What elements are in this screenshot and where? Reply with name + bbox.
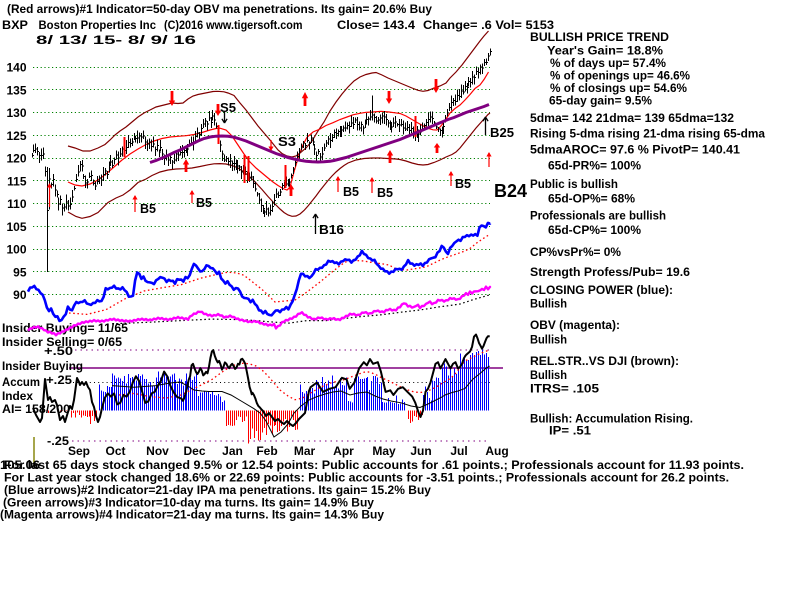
svg-text:AI= 158/200: AI= 158/200 bbox=[2, 402, 70, 416]
svg-text:(Magenta arrows)#4 Indicator=2: (Magenta arrows)#4 Indicator=21-day ma t… bbox=[0, 508, 384, 522]
svg-text:BXP: BXP bbox=[2, 18, 28, 32]
svg-text:Bullish: Bullish bbox=[530, 333, 567, 347]
svg-text:Insider Buying= 11/65: Insider Buying= 11/65 bbox=[2, 321, 128, 335]
svg-text:% of days up= 57.4%: % of days up= 57.4% bbox=[550, 56, 666, 70]
svg-text:B25: B25 bbox=[490, 125, 514, 140]
svg-text:S5: S5 bbox=[220, 100, 236, 115]
svg-text:CLOSING POWER (blue):: CLOSING POWER (blue): bbox=[530, 283, 673, 297]
svg-text:CP%vsPr%= 0%: CP%vsPr%= 0% bbox=[530, 245, 621, 259]
svg-text:(Green arrows)#3 Indicator=10-: (Green arrows)#3 Indicator=10-day ma tur… bbox=[3, 496, 374, 510]
svg-text:B5: B5 bbox=[140, 201, 156, 216]
svg-text:90: 90 bbox=[13, 288, 27, 302]
svg-text:B5: B5 bbox=[377, 185, 393, 200]
svg-text:B5: B5 bbox=[455, 176, 471, 191]
svg-text:140: 140 bbox=[6, 61, 26, 75]
svg-text:(Red arrows)#1 Indicator=50-da: (Red arrows)#1 Indicator=50-day OBV ma p… bbox=[7, 2, 432, 16]
svg-text:% of openings up= 46.6%: % of openings up= 46.6% bbox=[550, 69, 690, 83]
svg-text:5dma= 142 21dma= 139 65dma=132: 5dma= 142 21dma= 139 65dma=132 bbox=[530, 111, 734, 125]
svg-text:% of closings up= 54.6%: % of closings up= 54.6% bbox=[550, 81, 687, 95]
svg-text:(Blue arrows)#2 Indicator=21-d: (Blue arrows)#2 Indicator=21-day IPA ma … bbox=[4, 483, 431, 497]
svg-text:Aug: Aug bbox=[485, 444, 508, 458]
svg-text:Rising 5-dma rising 21-dma r: Rising 5-dma rising 21-dma rising 65-dma bbox=[530, 127, 765, 141]
svg-text:Mar: Mar bbox=[294, 444, 316, 458]
svg-text:REL.STR..VS DJI (brown):: REL.STR..VS DJI (brown): bbox=[530, 354, 679, 368]
svg-text:May: May bbox=[372, 444, 396, 458]
svg-text:Change= .6 Vol= 5153: Change= .6 Vol= 5153 bbox=[423, 18, 554, 32]
svg-text:Index: Index bbox=[2, 389, 33, 403]
svg-text:For last 65 days stock changed: For last 65 days stock changed 9.5% or 1… bbox=[4, 458, 744, 472]
svg-text:65-day gain= 9.5%: 65-day gain= 9.5% bbox=[549, 94, 652, 108]
svg-text:Year's Gain= 18.8%: Year's Gain= 18.8% bbox=[547, 44, 663, 58]
svg-text:Jul: Jul bbox=[450, 444, 467, 458]
svg-text:Close= 143.4: Close= 143.4 bbox=[337, 18, 415, 32]
svg-text:105: 105 bbox=[6, 220, 26, 234]
svg-text:(C)2016 www.tigersoft.com: (C)2016 www.tigersoft.com bbox=[164, 18, 303, 32]
svg-text:Jan: Jan bbox=[222, 444, 243, 458]
svg-text:IP= .51: IP= .51 bbox=[549, 424, 591, 438]
svg-text:Public is bullish: Public is bullish bbox=[530, 177, 618, 191]
svg-text:B5: B5 bbox=[343, 184, 359, 199]
svg-text:65d-CP%= 100%: 65d-CP%= 100% bbox=[548, 223, 641, 237]
svg-text:Oct: Oct bbox=[105, 444, 125, 458]
svg-text:Apr: Apr bbox=[333, 444, 354, 458]
svg-text:Nov: Nov bbox=[146, 444, 169, 458]
svg-text:125: 125 bbox=[6, 129, 26, 143]
svg-text:Professionals are bullish: Professionals are bullish bbox=[530, 209, 666, 223]
svg-text:5dmaAROC= 97.6 % PivotP= 140.: 5dmaAROC= 97.6 % PivotP= 140.41 bbox=[530, 143, 740, 157]
svg-text:130: 130 bbox=[6, 106, 26, 120]
svg-text:Strength Profess/Pub= 19.6: Strength Profess/Pub= 19.6 bbox=[530, 265, 690, 279]
svg-text:110: 110 bbox=[7, 197, 27, 211]
svg-text:Insider Buying: Insider Buying bbox=[2, 359, 83, 373]
svg-text:65d-PR%= 100%: 65d-PR%= 100% bbox=[548, 159, 641, 173]
svg-text:8/ 13/ 15- 8/ 9/ 16: 8/ 13/ 15- 8/ 9/ 16 bbox=[36, 33, 197, 47]
svg-text:Jun: Jun bbox=[410, 444, 431, 458]
svg-text:For Last year stock changed 1: For Last year stock changed 18.6% or 22.… bbox=[4, 471, 729, 485]
svg-text:Insider Selling= 0/65: Insider Selling= 0/65 bbox=[2, 335, 122, 349]
svg-text:Sep: Sep bbox=[68, 444, 90, 458]
svg-text:100: 100 bbox=[6, 243, 26, 257]
svg-text:+.50: +.50 bbox=[44, 344, 73, 358]
svg-text:Accum: Accum bbox=[2, 375, 40, 389]
svg-text:S3: S3 bbox=[278, 134, 296, 149]
svg-text:Boston Properties Inc: Boston Properties Inc bbox=[39, 18, 157, 32]
svg-text:B5: B5 bbox=[196, 195, 212, 210]
svg-text:Bullish: Bullish bbox=[530, 368, 567, 382]
svg-text:B24: B24 bbox=[494, 181, 527, 201]
svg-text:Feb: Feb bbox=[256, 444, 277, 458]
svg-text:ITRS= .105: ITRS= .105 bbox=[530, 382, 599, 396]
svg-text:105.06: 105.06 bbox=[0, 458, 40, 472]
svg-text:65d-OP%= 68%: 65d-OP%= 68% bbox=[548, 192, 635, 206]
svg-text:-.25: -.25 bbox=[47, 434, 69, 448]
svg-text:Dec: Dec bbox=[183, 444, 205, 458]
svg-text:Bullish: Accumulation Rising.: Bullish: Accumulation Rising. bbox=[530, 412, 693, 426]
svg-text:OBV (magenta):: OBV (magenta): bbox=[530, 318, 620, 332]
svg-text:120: 120 bbox=[6, 152, 26, 166]
svg-text:BULLISH PRICE TREND: BULLISH PRICE TREND bbox=[530, 30, 669, 44]
svg-text:115: 115 bbox=[7, 174, 27, 188]
svg-text:+.25: +.25 bbox=[46, 373, 72, 387]
svg-text:135: 135 bbox=[6, 83, 26, 97]
svg-text:Bullish: Bullish bbox=[530, 297, 567, 311]
svg-text:B16: B16 bbox=[319, 222, 344, 237]
svg-text:95: 95 bbox=[13, 265, 27, 279]
